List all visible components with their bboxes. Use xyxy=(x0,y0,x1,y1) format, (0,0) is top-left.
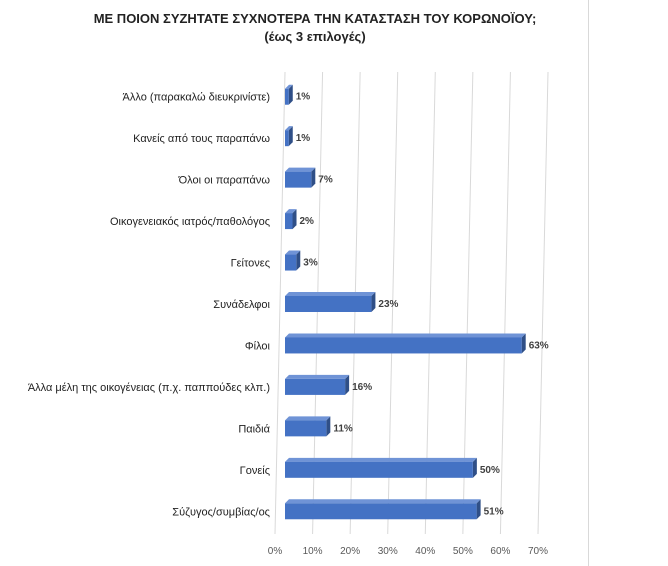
category-label: Γονείς xyxy=(240,465,270,477)
x-tick-label: 70% xyxy=(528,546,548,557)
gridline xyxy=(424,71,436,535)
gridline xyxy=(462,71,474,535)
bar-side xyxy=(311,167,316,188)
category-label: Γείτονες xyxy=(231,258,270,270)
category-label: Σύζυγος/συμβίας/ος xyxy=(172,506,270,518)
bar-side xyxy=(345,374,350,395)
bar-top xyxy=(285,499,481,504)
bar-side xyxy=(292,209,297,230)
bar-top xyxy=(285,209,297,214)
category-label: Φίλοι xyxy=(245,340,271,352)
data-label: 63% xyxy=(529,340,549,351)
category-label: Όλοι οι παραπάνω xyxy=(178,175,271,187)
x-tick-label: 50% xyxy=(453,546,473,557)
category-label: Συνάδελφοι xyxy=(213,299,270,311)
bar-side xyxy=(521,333,526,354)
x-tick-label: 60% xyxy=(490,546,510,557)
data-label: 50% xyxy=(480,465,500,476)
bar xyxy=(285,503,477,520)
x-tick-label: 30% xyxy=(378,546,398,557)
data-label: 1% xyxy=(296,92,311,103)
data-label: 3% xyxy=(303,258,318,269)
category-label: Κανείς από τους παραπάνω xyxy=(133,133,270,145)
bar-side xyxy=(326,416,331,437)
bar-top xyxy=(285,374,350,379)
bar-side xyxy=(288,84,293,105)
bar xyxy=(285,337,522,354)
data-label: 7% xyxy=(318,175,333,186)
chart-title: ΜΕ ΠΟΙΟΝ ΣΥΖΗΤΑΤΕ ΣΥΧΝΟΤΕΡΑ ΤΗΝ ΚΑΤΑΣΤΑΣ… xyxy=(93,11,537,26)
page-divider xyxy=(588,0,589,566)
x-tick-label: 40% xyxy=(415,546,435,557)
bar-side xyxy=(476,499,481,520)
bar-top xyxy=(285,250,301,255)
gridline xyxy=(387,71,399,535)
bar xyxy=(285,88,289,105)
data-label: 51% xyxy=(484,506,504,517)
category-label: Άλλο (παρακαλώ διευκρινίστε) xyxy=(123,92,270,104)
bar-top xyxy=(285,167,316,172)
bar-top xyxy=(285,126,293,131)
bar-side xyxy=(371,292,376,312)
bar-top xyxy=(285,416,331,421)
chart-subtitle: (έως 3 επιλογές) xyxy=(264,29,366,44)
gridline xyxy=(537,71,549,535)
bar xyxy=(285,130,289,147)
bar xyxy=(285,378,346,395)
category-label: Παιδιά xyxy=(238,423,270,435)
bar xyxy=(285,213,293,230)
x-tick-label: 0% xyxy=(268,546,283,557)
bar xyxy=(285,171,312,188)
data-label: 2% xyxy=(300,216,315,227)
bar-side xyxy=(472,457,477,478)
bar-side xyxy=(296,250,301,271)
chart-title-block: ΜΕ ΠΟΙΟΝ ΣΥΖΗΤΑΤΕ ΣΥΧΝΟΤΕΡΑ ΤΗΝ ΚΑΤΑΣΤΑΣ… xyxy=(0,10,630,46)
bar xyxy=(285,254,297,271)
category-label: Άλλα μέλη της οικογένειας (π.χ. παππούδε… xyxy=(28,382,270,394)
bar xyxy=(285,296,372,312)
data-label: 11% xyxy=(333,423,353,434)
bar-top xyxy=(285,84,293,89)
bar-top xyxy=(285,292,376,296)
category-label: Οικογενειακός ιατρός/παθολόγος xyxy=(110,216,270,228)
x-tick-label: 10% xyxy=(303,546,323,557)
data-label: 1% xyxy=(296,133,311,144)
gridline xyxy=(274,71,286,535)
bar-side xyxy=(288,126,293,147)
gridline xyxy=(499,71,511,535)
x-tick-label: 20% xyxy=(340,546,360,557)
bar-top xyxy=(285,457,477,462)
bar xyxy=(285,420,327,437)
data-label: 23% xyxy=(378,299,398,310)
data-label: 16% xyxy=(352,382,372,393)
bar-top xyxy=(285,333,526,338)
bar xyxy=(285,461,473,478)
